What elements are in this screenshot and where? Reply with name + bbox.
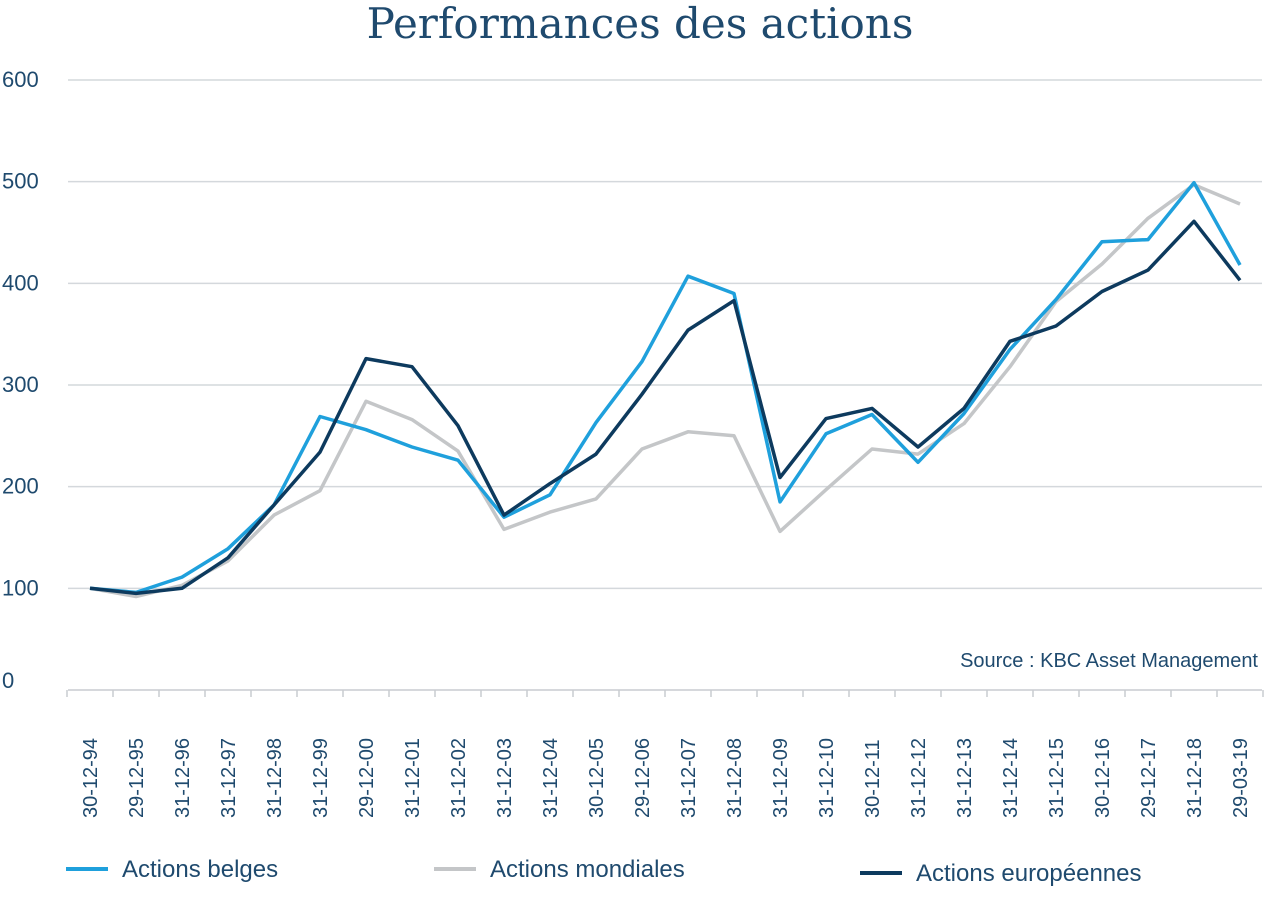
series-lines [89, 180, 1242, 599]
x-tick-label-29-03-19: 29-03-19 [1230, 738, 1252, 818]
x-tick-label-31-12-98: 31-12-98 [264, 738, 286, 818]
series-line-actions-belges [89, 180, 1242, 595]
x-tick-label-31-12-13: 31-12-13 [954, 738, 976, 818]
gridlines [68, 79, 1262, 590]
series-line-actions-mondiales [89, 182, 1241, 599]
y-axis-ticks: 0 100 200 300 400 500 600 [2, 67, 39, 693]
x-tick-label-31-12-08: 31-12-08 [724, 738, 746, 818]
x-tick-label-31-12-97: 31-12-97 [218, 738, 240, 818]
x-tick-label-31-12-03: 31-12-03 [494, 738, 516, 818]
legend: Actions belges Actions mondiales Actions… [66, 856, 1142, 887]
x-tick-label-30-12-11: 30-12-11 [862, 739, 884, 818]
y-tick-label-400: 400 [2, 270, 39, 295]
x-tick-label-31-12-18: 31-12-18 [1184, 738, 1206, 818]
x-tick-label-31-12-01: 31-12-01 [402, 738, 424, 818]
x-tick-label-31-12-96: 31-12-96 [172, 738, 194, 818]
y-tick-label-200: 200 [2, 474, 39, 499]
series-line-actions-europeennes [89, 219, 1242, 596]
legend-label-actions-belges: Actions belges [122, 856, 278, 883]
x-tick-label-31-12-15: 31-12-15 [1046, 738, 1068, 818]
x-tick-label-30-12-05: 30-12-05 [586, 738, 608, 818]
y-tick-label-100: 100 [2, 575, 39, 600]
source-note: Source : KBC Asset Management [960, 650, 1258, 672]
x-axis-ticks: 30-12-94 29-12-95 31-12-96 31-12-97 31-12-98… [80, 738, 1252, 818]
x-tick-label-29-12-00: 29-12-00 [356, 738, 378, 818]
x-tick-label-30-12-16: 30-12-16 [1092, 738, 1114, 818]
x-tick-label-31-12-99: 31-12-99 [310, 738, 332, 818]
x-tick-label-31-12-10: 31-12-10 [816, 738, 838, 818]
x-tick-label-31-12-14: 31-12-14 [1000, 738, 1022, 818]
legend-label-actions-europeennes: Actions européennes [916, 860, 1142, 887]
x-axis-tick-marks [66, 690, 1264, 697]
legend-label-actions-mondiales: Actions mondiales [490, 856, 685, 883]
y-tick-label-300: 300 [2, 372, 39, 397]
y-tick-label-0: 0 [2, 668, 14, 693]
x-tick-label-29-12-95: 29-12-95 [126, 738, 148, 818]
x-tick-label-31-12-07: 31-12-07 [678, 738, 700, 818]
x-tick-label-31-12-04: 31-12-04 [540, 738, 562, 818]
chart-title: Performances des actions [367, 0, 914, 48]
y-tick-label-600: 600 [2, 67, 39, 92]
x-tick-label-30-12-94: 30-12-94 [80, 738, 102, 818]
y-tick-label-500: 500 [2, 169, 39, 194]
x-tick-label-31-12-12: 31-12-12 [908, 738, 930, 818]
x-tick-label-31-12-02: 31-12-02 [448, 738, 470, 818]
x-tick-label-29-12-17: 29-12-17 [1138, 738, 1160, 818]
x-tick-label-31-12-09: 31-12-09 [770, 738, 792, 818]
x-tick-label-29-12-06: 29-12-06 [632, 738, 654, 818]
